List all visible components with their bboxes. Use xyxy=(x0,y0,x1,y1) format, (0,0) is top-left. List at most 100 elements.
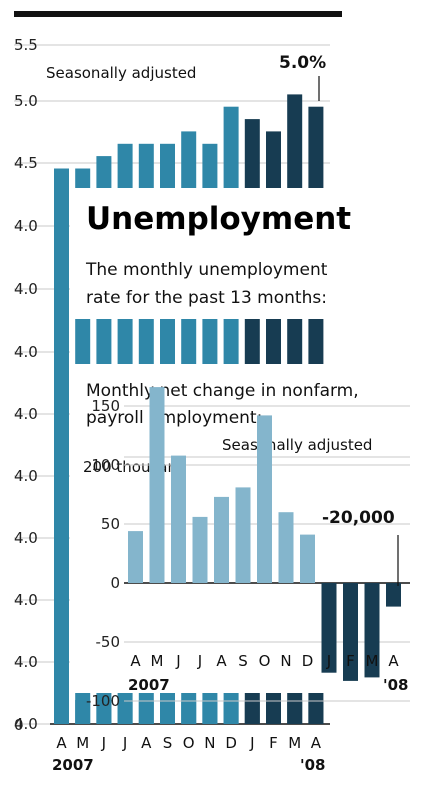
main-y-tick-label: 4.0 xyxy=(14,467,38,485)
main-year-label: '08 xyxy=(300,756,325,774)
main-bar-segment xyxy=(202,319,218,364)
inset-y-tick-label: 150 xyxy=(91,397,120,415)
main-bar-segment xyxy=(117,319,133,364)
inset-bar xyxy=(364,583,380,678)
inset-bar xyxy=(278,512,294,583)
main-subtitle-line2: rate for the past 13 months: xyxy=(86,288,327,308)
main-bar-segment xyxy=(223,319,239,364)
inset-x-tick-label: A xyxy=(388,652,399,670)
inset-x-tick-label: J xyxy=(326,652,331,670)
inset-x-tick-label: F xyxy=(346,652,355,670)
main-x-tick-label: S xyxy=(163,734,173,752)
main-y-tick-label: 4.0 xyxy=(14,343,38,361)
main-y-tick-label: 5.0 xyxy=(14,92,38,110)
main-bar-segment xyxy=(138,700,154,724)
main-bar-segment xyxy=(244,700,260,724)
inset-bar xyxy=(300,534,315,583)
main-x-tick-label: O xyxy=(183,734,195,752)
main-x-tick-label: A xyxy=(311,734,322,752)
inset-bar xyxy=(386,583,401,607)
main-y-tick-label: 5.5 xyxy=(14,36,38,54)
main-bar-segment xyxy=(117,700,133,724)
inset-y-tick-label: 0 xyxy=(110,574,120,592)
inset-y-tick-label: -50 xyxy=(96,633,121,651)
main-bar-segment xyxy=(244,319,260,364)
main-bar-segment xyxy=(287,700,303,724)
main-y-tick-label: 4.0 xyxy=(14,653,38,671)
main-y-tick-label: 4.5 xyxy=(14,154,38,172)
main-y-tick-label: 4.0 xyxy=(14,591,38,609)
main-y-tick-label: 4.0 xyxy=(14,280,38,298)
main-bar-segment xyxy=(223,700,239,724)
main-bar-segment xyxy=(308,700,324,724)
inset-bar xyxy=(171,455,186,583)
main-y-tick-label: 4.0 xyxy=(14,217,38,235)
main-x-tick-label: A xyxy=(56,734,67,752)
main-bar-segment xyxy=(181,319,197,364)
inset-subtitle-line2: payroll employment: xyxy=(86,408,262,428)
main-bar-segment xyxy=(266,700,281,724)
main-y-ticks: 5.55.04.54.04.04.04.04.04.04.04.04.00 xyxy=(14,36,38,734)
main-bar-band-bottom xyxy=(54,168,324,724)
main-bar-segment xyxy=(287,319,303,364)
inset-x-tick-label: M xyxy=(151,652,164,670)
inset-year-label: 2007 xyxy=(128,676,170,694)
main-x-tick-label: D xyxy=(225,734,237,752)
inset-y-ticks: 150 100 50 0 -50 -100 xyxy=(86,397,120,710)
inset-x-tick-label: J xyxy=(197,652,202,670)
main-bar-segment xyxy=(181,700,197,724)
inset-note: Seasonally adjusted xyxy=(222,436,372,454)
main-bar-segment xyxy=(160,319,175,364)
main-year-label: 2007 xyxy=(52,756,94,774)
inset-x-tick-label: S xyxy=(238,652,248,670)
top-rule xyxy=(14,11,342,17)
inset-bar xyxy=(214,496,229,583)
main-x-tick-label: J xyxy=(249,734,254,752)
inset-x-tick-label: A xyxy=(216,652,227,670)
main-x-tick-label: F xyxy=(269,734,278,752)
main-y-tick-label: 4.0 xyxy=(14,529,38,547)
main-bar-segment xyxy=(202,700,218,724)
inset-bar xyxy=(192,516,208,583)
inset-year-label: '08 xyxy=(383,676,408,694)
main-bar-segment xyxy=(75,319,91,364)
inset-x-tick-label: D xyxy=(302,652,314,670)
main-bar-segment xyxy=(75,700,91,724)
main-x-tick-label: A xyxy=(141,734,152,752)
main-y-tick-label: 4.0 xyxy=(14,405,38,423)
chart-title: Unemployment xyxy=(86,201,351,237)
inset-bar xyxy=(128,531,143,583)
inset-bar xyxy=(343,583,358,681)
main-x-tick-label: M xyxy=(288,734,301,752)
main-bar-segment xyxy=(96,319,112,364)
main-callout: 5.0% xyxy=(279,53,326,73)
inset-bar xyxy=(149,387,165,583)
main-bar-segment xyxy=(96,700,112,724)
main-x-tick-label: J xyxy=(122,734,127,752)
inset-bar xyxy=(235,487,251,583)
main-bar-segment xyxy=(160,700,175,724)
inset-y-tick-label: -100 xyxy=(86,692,120,710)
inset-callout: -20,000 xyxy=(322,508,395,528)
inset-x-tick-label: M xyxy=(366,652,379,670)
inset-y-tick-label: 50 xyxy=(101,515,120,533)
main-x-tick-label: M xyxy=(76,734,89,752)
main-y-tick-label: 0 xyxy=(14,716,24,734)
inset-x-tick-label: J xyxy=(175,652,180,670)
inset-x-tick-label: O xyxy=(259,652,271,670)
inset-bar xyxy=(257,415,272,583)
inset-bar xyxy=(321,583,337,673)
inset-x-tick-label: A xyxy=(130,652,141,670)
inset-x-tick-label: N xyxy=(280,652,291,670)
main-bar-first xyxy=(54,168,69,724)
main-x-tick-label: N xyxy=(204,734,215,752)
main-bar-segment xyxy=(138,319,154,364)
main-subtitle-line1: The monthly unemployment xyxy=(85,260,328,280)
main-y-tick-label: 4.0 xyxy=(14,715,38,733)
main-bar-band-mid xyxy=(75,319,324,364)
main-bar-segment xyxy=(308,319,324,364)
inset-y-tick-label: 100 xyxy=(91,456,120,474)
